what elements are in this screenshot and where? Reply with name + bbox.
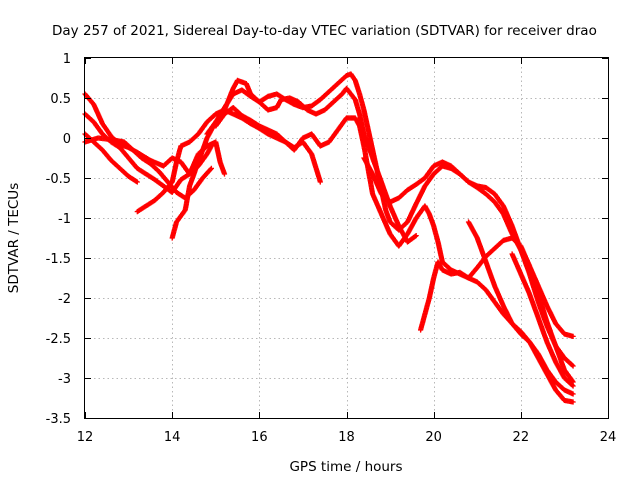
x-tick-label: 22 [513,430,530,445]
y-tick-label: -0.5 [46,172,71,187]
x-tick-label: 18 [338,430,355,445]
data-point [570,333,576,339]
series-arc-5 [134,107,323,215]
data-point [569,382,575,388]
chart-title: Day 257 of 2021, Sidereal Day-to-day VTE… [52,23,597,39]
data-point [208,165,214,171]
ticks-layer: 12 14 16 18 20 22 24 1 0.5 0 -0.5 -1 -1.5 -2 -2.5 -3 -3.… [46,52,617,445]
x-tick-label: 20 [425,430,442,445]
y-tick-label: -3.5 [46,412,71,427]
x-tick-label: 12 [77,430,94,445]
y-tick-label: -3 [58,372,71,387]
y-tick-label: 0 [63,132,71,147]
series-arc-11 [465,219,576,397]
series-arc-12 [509,251,576,389]
grid-layer [85,58,608,418]
y-axis-label: SDTVAR / TECUs [6,183,22,293]
y-tick-label: -1.5 [46,252,71,267]
data-point [221,171,228,177]
y-tick-label: 0.5 [50,92,71,107]
data-layer [82,71,576,405]
data-point [570,391,576,397]
data-point [569,362,575,368]
x-axis-label: GPS time / hours [289,459,402,475]
x-tick-label: 16 [251,430,268,445]
y-tick-label: -1 [58,212,71,227]
data-point [317,179,323,185]
y-tick-label: -2 [58,292,71,307]
data-point [570,399,576,405]
series-arc-8 [213,105,576,405]
x-tick-label: 14 [164,430,181,445]
data-point [570,383,576,389]
x-tick-label: 24 [600,430,617,445]
y-tick-label: 1 [63,52,71,67]
data-point [413,233,419,239]
y-tick-label: -2.5 [46,332,71,347]
plot-frame [84,57,609,419]
data-point [208,166,214,172]
data-point [134,179,140,185]
data-point [570,363,576,369]
